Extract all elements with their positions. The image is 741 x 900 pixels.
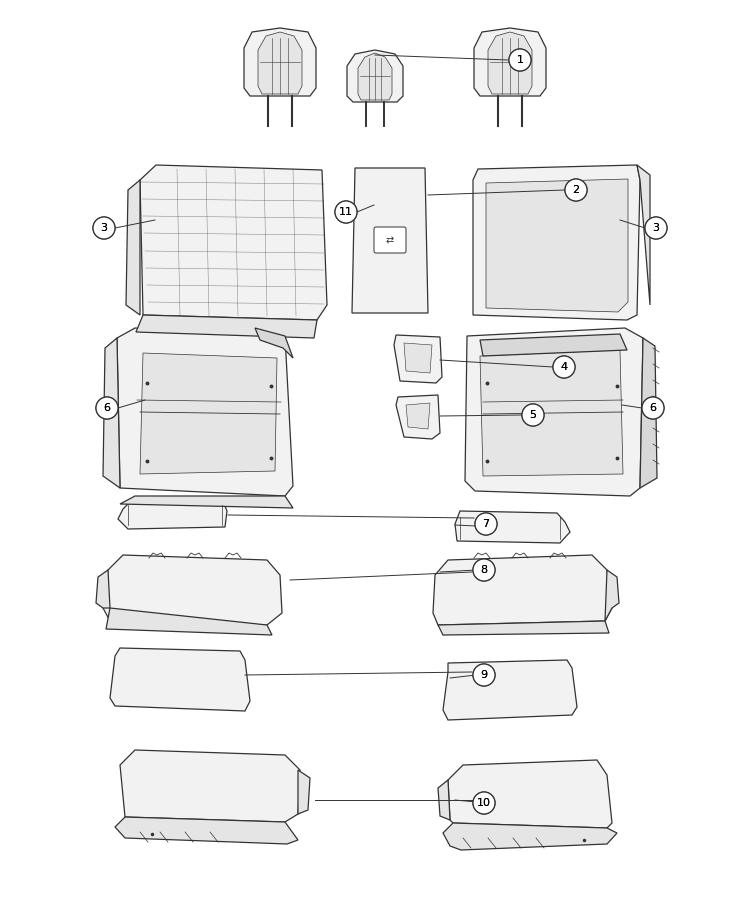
Polygon shape	[438, 780, 450, 820]
Polygon shape	[103, 338, 120, 488]
Circle shape	[509, 49, 531, 71]
Polygon shape	[258, 32, 302, 94]
Polygon shape	[406, 403, 430, 429]
Circle shape	[553, 356, 575, 378]
Polygon shape	[488, 32, 532, 94]
Polygon shape	[640, 338, 657, 488]
Text: 6: 6	[104, 403, 110, 413]
Polygon shape	[443, 660, 577, 720]
Circle shape	[553, 356, 575, 378]
Text: 6: 6	[104, 403, 110, 413]
Polygon shape	[448, 760, 612, 828]
Text: 1: 1	[516, 55, 523, 65]
Text: 3: 3	[653, 223, 659, 233]
Polygon shape	[358, 53, 392, 100]
Text: 7: 7	[482, 519, 490, 529]
Circle shape	[473, 664, 495, 686]
Polygon shape	[136, 315, 317, 338]
Polygon shape	[438, 621, 609, 635]
Circle shape	[93, 217, 115, 239]
Polygon shape	[126, 180, 140, 315]
Text: 6: 6	[650, 403, 657, 413]
Polygon shape	[140, 165, 327, 320]
Polygon shape	[140, 353, 277, 474]
Polygon shape	[352, 168, 428, 313]
Circle shape	[475, 513, 497, 535]
Polygon shape	[433, 555, 612, 625]
Circle shape	[473, 664, 495, 686]
Text: 2: 2	[573, 185, 579, 195]
Polygon shape	[394, 335, 442, 383]
Circle shape	[473, 559, 495, 581]
Circle shape	[645, 217, 667, 239]
Text: 11: 11	[339, 207, 353, 217]
Polygon shape	[486, 179, 628, 312]
Circle shape	[475, 513, 497, 535]
Text: 5: 5	[530, 410, 536, 420]
Polygon shape	[298, 770, 310, 814]
Polygon shape	[120, 496, 293, 508]
Polygon shape	[480, 350, 623, 476]
Polygon shape	[110, 648, 250, 711]
Text: ⇄: ⇄	[386, 235, 394, 245]
Circle shape	[96, 397, 118, 419]
Circle shape	[335, 201, 357, 223]
Polygon shape	[465, 328, 643, 496]
Polygon shape	[115, 817, 298, 844]
Polygon shape	[347, 50, 403, 102]
Polygon shape	[103, 555, 282, 625]
Text: 7: 7	[482, 519, 490, 529]
Circle shape	[335, 201, 357, 223]
Circle shape	[522, 404, 544, 426]
Circle shape	[642, 397, 664, 419]
Polygon shape	[480, 334, 627, 356]
Polygon shape	[455, 511, 570, 543]
Polygon shape	[443, 823, 617, 850]
Circle shape	[509, 49, 531, 71]
Polygon shape	[473, 165, 640, 320]
Text: 6: 6	[650, 403, 657, 413]
Text: 1: 1	[516, 55, 523, 65]
Polygon shape	[120, 750, 300, 822]
Text: 8: 8	[480, 565, 488, 575]
Text: 3: 3	[101, 223, 107, 233]
Text: 10: 10	[477, 798, 491, 808]
Circle shape	[473, 559, 495, 581]
Polygon shape	[637, 165, 650, 305]
Text: 4: 4	[560, 362, 568, 372]
Polygon shape	[117, 328, 293, 496]
Text: 2: 2	[573, 185, 579, 195]
Circle shape	[522, 404, 544, 426]
Text: 9: 9	[480, 670, 488, 680]
Circle shape	[642, 397, 664, 419]
Circle shape	[473, 792, 495, 814]
Polygon shape	[96, 570, 110, 608]
Text: 5: 5	[530, 410, 536, 420]
Polygon shape	[474, 28, 546, 96]
Circle shape	[565, 179, 587, 201]
Circle shape	[565, 179, 587, 201]
Text: 11: 11	[339, 207, 353, 217]
Polygon shape	[118, 499, 227, 529]
Text: 3: 3	[653, 223, 659, 233]
Circle shape	[93, 217, 115, 239]
Circle shape	[96, 397, 118, 419]
Polygon shape	[396, 395, 440, 439]
Text: 9: 9	[480, 670, 488, 680]
Polygon shape	[404, 343, 432, 373]
Polygon shape	[255, 328, 293, 358]
Polygon shape	[244, 28, 316, 96]
Polygon shape	[106, 608, 272, 635]
Text: 3: 3	[101, 223, 107, 233]
Polygon shape	[605, 570, 619, 621]
Circle shape	[473, 792, 495, 814]
Circle shape	[645, 217, 667, 239]
Text: 8: 8	[480, 565, 488, 575]
Text: 10: 10	[477, 798, 491, 808]
Text: 4: 4	[560, 362, 568, 372]
FancyBboxPatch shape	[374, 227, 406, 253]
